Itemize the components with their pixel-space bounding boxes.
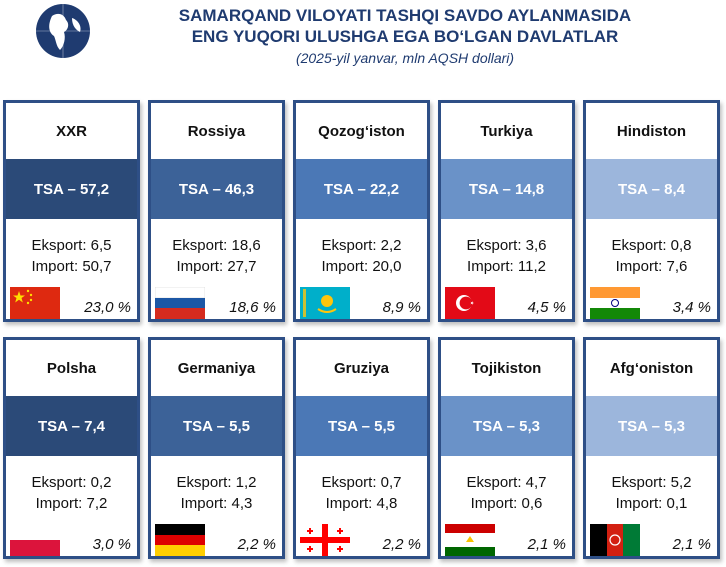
- turkey-flag-icon: [445, 287, 495, 319]
- export-value: Eksport: 0,7: [321, 474, 402, 491]
- trade-values: Eksport: 0,2 Import: 7,2: [6, 472, 137, 514]
- trade-values: Eksport: 4,7 Import: 0,6: [441, 472, 572, 514]
- country-card: Hindiston TSA – 8,4 Eksport: 0,8 Import:…: [583, 100, 720, 322]
- country-card: Germaniya TSA – 5,5 Eksport: 1,2 Import:…: [148, 337, 285, 559]
- import-value: Import: 7,6: [615, 258, 688, 275]
- country-name: Germaniya: [177, 360, 256, 377]
- tsa-band: TSA – 5,3: [586, 396, 717, 456]
- country-name: Rossiya: [187, 123, 246, 140]
- export-value: Eksport: 5,2: [611, 474, 692, 491]
- share-value: 8,9 %: [382, 299, 421, 316]
- export-value: Eksport: 18,6: [172, 237, 261, 254]
- export-value: Eksport: 0,2: [31, 474, 112, 491]
- kazakhstan-flag-icon: [300, 287, 350, 319]
- globe-icon: [36, 4, 90, 58]
- share-value: 2,2 %: [237, 536, 276, 553]
- country-card: Turkiya TSA – 14,8 Eksport: 3,6 Import: …: [438, 100, 575, 322]
- import-value: Import: 0,6: [470, 495, 543, 512]
- export-value: Eksport: 4,7: [466, 474, 547, 491]
- import-value: Import: 4,8: [325, 495, 398, 512]
- country-card: Qozog‘iston TSA – 22,2 Eksport: 2,2 Impo…: [293, 100, 430, 322]
- import-value: Import: 50,7: [31, 258, 112, 275]
- export-value: Eksport: 6,5: [31, 237, 112, 254]
- country-card: Rossiya TSA – 46,3 Eksport: 18,6 Import:…: [148, 100, 285, 322]
- tsa-band: TSA – 46,3: [151, 159, 282, 219]
- share-value: 2,2 %: [382, 536, 421, 553]
- import-value: Import: 4,3: [180, 495, 253, 512]
- trade-values: Eksport: 1,2 Import: 4,3: [151, 472, 282, 514]
- china-flag-icon: [10, 287, 60, 319]
- tsa-band: TSA – 7,4: [6, 396, 137, 456]
- country-name: Polsha: [46, 360, 97, 377]
- tsa-band: TSA – 5,5: [151, 396, 282, 456]
- share-value: 23,0 %: [84, 299, 131, 316]
- tsa-band: TSA – 5,5: [296, 396, 427, 456]
- trade-values: Eksport: 3,6 Import: 11,2: [441, 235, 572, 277]
- trade-values: Eksport: 0,7 Import: 4,8: [296, 472, 427, 514]
- country-name: Hindiston: [616, 123, 687, 140]
- export-value: Eksport: 2,2: [321, 237, 402, 254]
- country-name: XXR: [56, 123, 87, 140]
- georgia-flag-icon: [300, 524, 350, 556]
- share-value: 18,6 %: [229, 299, 276, 316]
- page-subtitle: (2025-yil yanvar, mln AQSH dollari): [295, 50, 515, 66]
- tsa-band: TSA – 8,4: [586, 159, 717, 219]
- country-card: Gruziya TSA – 5,5 Eksport: 0,7 Import: 4…: [293, 337, 430, 559]
- share-value: 4,5 %: [527, 299, 566, 316]
- country-card: XXR TSA – 57,2 Eksport: 6,5 Import: 50,7…: [3, 100, 140, 322]
- germany-flag-icon: [155, 524, 205, 556]
- country-card: Afg‘oniston TSA – 5,3 Eksport: 5,2 Impor…: [583, 337, 720, 559]
- import-value: Import: 20,0: [321, 258, 402, 275]
- trade-values: Eksport: 0,8 Import: 7,6: [586, 235, 717, 277]
- country-name: Gruziya: [333, 360, 390, 377]
- export-value: Eksport: 0,8: [611, 237, 692, 254]
- poland-flag-icon: [10, 524, 60, 556]
- country-card: Polsha TSA – 7,4 Eksport: 0,2 Import: 7,…: [3, 337, 140, 559]
- india-flag-icon: [590, 287, 640, 319]
- trade-values: Eksport: 2,2 Import: 20,0: [296, 235, 427, 277]
- trade-values: Eksport: 6,5 Import: 50,7: [6, 235, 137, 277]
- russia-flag-icon: [155, 287, 205, 319]
- trade-values: Eksport: 18,6 Import: 27,7: [151, 235, 282, 277]
- trade-values: Eksport: 5,2 Import: 0,1: [586, 472, 717, 514]
- page-title-line-2: ENG YUQORI ULUSHGA EGA BO‘LGAN DAVLATLAR: [191, 27, 619, 46]
- tsa-band: TSA – 57,2: [6, 159, 137, 219]
- import-value: Import: 7,2: [35, 495, 108, 512]
- share-value: 2,1 %: [527, 536, 566, 553]
- page-title-line-1: SAMARQAND VILOYATI TASHQI SAVDO AYLANMAS…: [178, 6, 632, 25]
- afghanistan-flag-icon: [590, 524, 640, 556]
- country-name: Tojikiston: [471, 360, 542, 377]
- export-value: Eksport: 1,2: [176, 474, 257, 491]
- share-value: 3,4 %: [672, 299, 711, 316]
- country-name: Afg‘oniston: [609, 360, 694, 377]
- export-value: Eksport: 3,6: [466, 237, 547, 254]
- share-value: 3,0 %: [92, 536, 131, 553]
- import-value: Import: 27,7: [176, 258, 257, 275]
- share-value: 2,1 %: [672, 536, 711, 553]
- import-value: Import: 11,2: [467, 258, 546, 275]
- tajikistan-flag-icon: [445, 524, 495, 556]
- country-name: Turkiya: [480, 123, 533, 140]
- tsa-band: TSA – 14,8: [441, 159, 572, 219]
- country-name: Qozog‘iston: [318, 123, 405, 140]
- import-value: Import: 0,1: [615, 495, 688, 512]
- country-card: Tojikiston TSA – 5,3 Eksport: 4,7 Import…: [438, 337, 575, 559]
- tsa-band: TSA – 22,2: [296, 159, 427, 219]
- tsa-band: TSA – 5,3: [441, 396, 572, 456]
